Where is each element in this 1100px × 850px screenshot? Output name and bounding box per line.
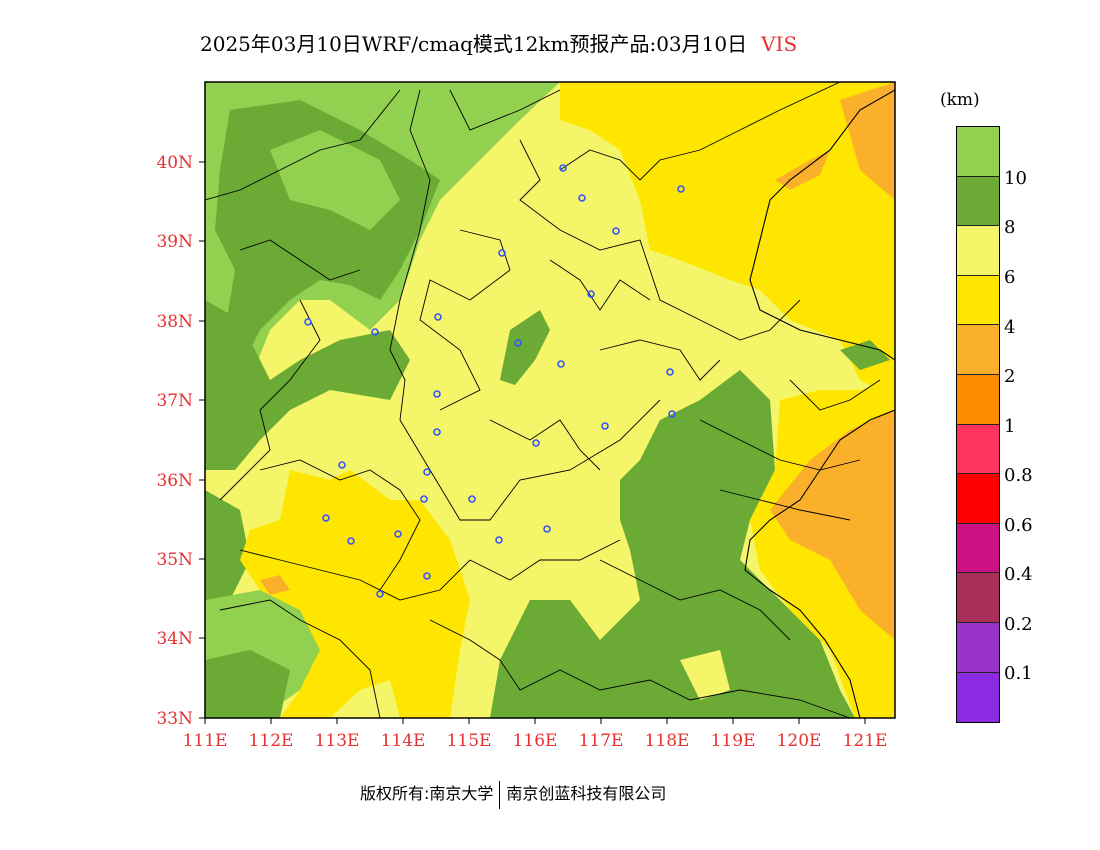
lat-tick-label: 37N <box>156 391 193 411</box>
legend-swatch <box>957 622 999 673</box>
lon-tick-label: 121E <box>843 731 888 751</box>
station-marker <box>371 328 379 336</box>
station-marker <box>578 194 586 202</box>
vis-zone-8-10-southwest-edge <box>205 490 250 610</box>
lat-tick-labels: 40N 39N 38N 37N 36N 35N 34N 33N <box>156 153 193 729</box>
lon-tick-label: 112E <box>249 731 294 751</box>
lon-tick-label: 120E <box>777 731 822 751</box>
legend-swatch <box>957 275 999 326</box>
lon-tick-label: 113E <box>315 731 360 751</box>
legend-label: 10 <box>1004 168 1027 189</box>
legend-swatch <box>957 424 999 475</box>
station-marker <box>559 164 567 172</box>
map-title-main: 2025年03月10日WRF/cmaq模式12km预报产品:03月10日 <box>200 32 748 56</box>
station-marker <box>666 368 674 376</box>
vis-zone-8-10-west <box>205 300 410 470</box>
station-marker <box>557 360 565 368</box>
admin-boundaries <box>205 82 881 718</box>
lat-tick-label: 34N <box>156 629 193 649</box>
station-marker <box>433 428 441 436</box>
station-marker <box>322 514 330 522</box>
lon-tick-label: 111E <box>183 731 228 751</box>
vis-zone-8-10-southwest <box>205 650 290 718</box>
station-marker <box>587 290 595 298</box>
coastline <box>744 89 895 718</box>
vis-zone-2-4-northeast <box>840 82 895 200</box>
legend-swatch <box>957 474 999 524</box>
vis-zone-over-10-inner <box>270 130 400 230</box>
legend-swatch <box>957 325 999 375</box>
station-marker <box>304 318 312 326</box>
lon-tick-label: 116E <box>513 731 558 751</box>
legend-swatch <box>957 672 999 723</box>
legend-label: 0.6 <box>1004 515 1033 536</box>
station-marker <box>338 461 346 469</box>
station-marker <box>423 572 431 580</box>
station-marker <box>433 390 441 398</box>
station-marker <box>376 590 384 598</box>
vis-zone-2-4-east <box>770 410 895 640</box>
legend-label: 0.1 <box>1004 663 1033 684</box>
station-marker <box>468 495 476 503</box>
axis-ticks <box>199 161 866 724</box>
station-marker <box>514 339 522 347</box>
lon-tick-label: 119E <box>711 731 756 751</box>
lon-tick-labels: 111E 112E 113E 114E 115E 116E 117E 118E … <box>183 731 888 751</box>
map-title: 2025年03月10日WRF/cmaq模式12km预报产品:03月10日 VIS <box>200 28 797 57</box>
copyright-right: 南京创蓝科技有限公司 <box>506 784 667 803</box>
vis-zone-8-10-east-spot <box>840 340 890 370</box>
station-marker <box>532 439 540 447</box>
station-marker <box>347 537 355 545</box>
legend-swatch <box>957 523 999 574</box>
lon-tick-label: 118E <box>645 731 690 751</box>
station-marker <box>498 249 506 257</box>
map-title-variable: VIS <box>761 32 798 56</box>
color-legend <box>956 126 1000 724</box>
station-marker <box>423 468 431 476</box>
station-marker <box>677 185 685 193</box>
legend-label: 2 <box>1004 366 1016 387</box>
map-field <box>205 82 895 718</box>
lon-tick-label: 114E <box>381 731 426 751</box>
lat-tick-label: 40N <box>156 153 193 173</box>
station-marker <box>394 530 402 538</box>
vis-zone-4-6-southwest <box>240 470 470 718</box>
vis-zone-8-10-central <box>500 310 550 385</box>
station-marker <box>612 227 620 235</box>
lat-tick-label: 35N <box>156 550 193 570</box>
station-marker <box>434 313 442 321</box>
vis-zone-2-4-spot <box>260 575 290 595</box>
legend-unit: (km) <box>940 90 980 110</box>
lon-tick-label: 117E <box>579 731 624 751</box>
lat-tick-label: 39N <box>156 232 193 252</box>
legend-label: 0.8 <box>1004 465 1033 486</box>
lat-tick-label: 36N <box>156 471 193 491</box>
legend-label: 8 <box>1004 217 1016 238</box>
legend-swatch <box>957 226 999 276</box>
lon-tick-label: 115E <box>447 731 492 751</box>
legend-label: 4 <box>1004 317 1016 338</box>
copyright-footer: 版权所有:南京大学 南京创蓝科技有限公司 <box>360 780 666 809</box>
legend-swatch <box>957 374 999 425</box>
station-marker <box>495 536 503 544</box>
lat-tick-label: 33N <box>156 709 193 729</box>
legend-swatch <box>957 176 999 227</box>
copyright-left: 版权所有:南京大学 <box>360 784 494 803</box>
vis-zone-6-8-southern-patch <box>680 650 730 700</box>
station-markers <box>304 164 685 598</box>
station-marker <box>601 422 609 430</box>
legend-label: 6 <box>1004 267 1016 288</box>
station-marker <box>668 410 676 418</box>
vis-zone-8-10-south <box>490 370 855 718</box>
lat-tick-label: 38N <box>156 312 193 332</box>
legend-swatch <box>957 573 999 623</box>
footer-divider <box>499 780 501 809</box>
legend-label: 0.2 <box>1004 614 1033 635</box>
station-marker <box>543 525 551 533</box>
legend-label: 1 <box>1004 416 1016 437</box>
legend-label: 0.4 <box>1004 564 1033 585</box>
legend-swatch <box>957 127 999 177</box>
station-marker <box>420 495 428 503</box>
